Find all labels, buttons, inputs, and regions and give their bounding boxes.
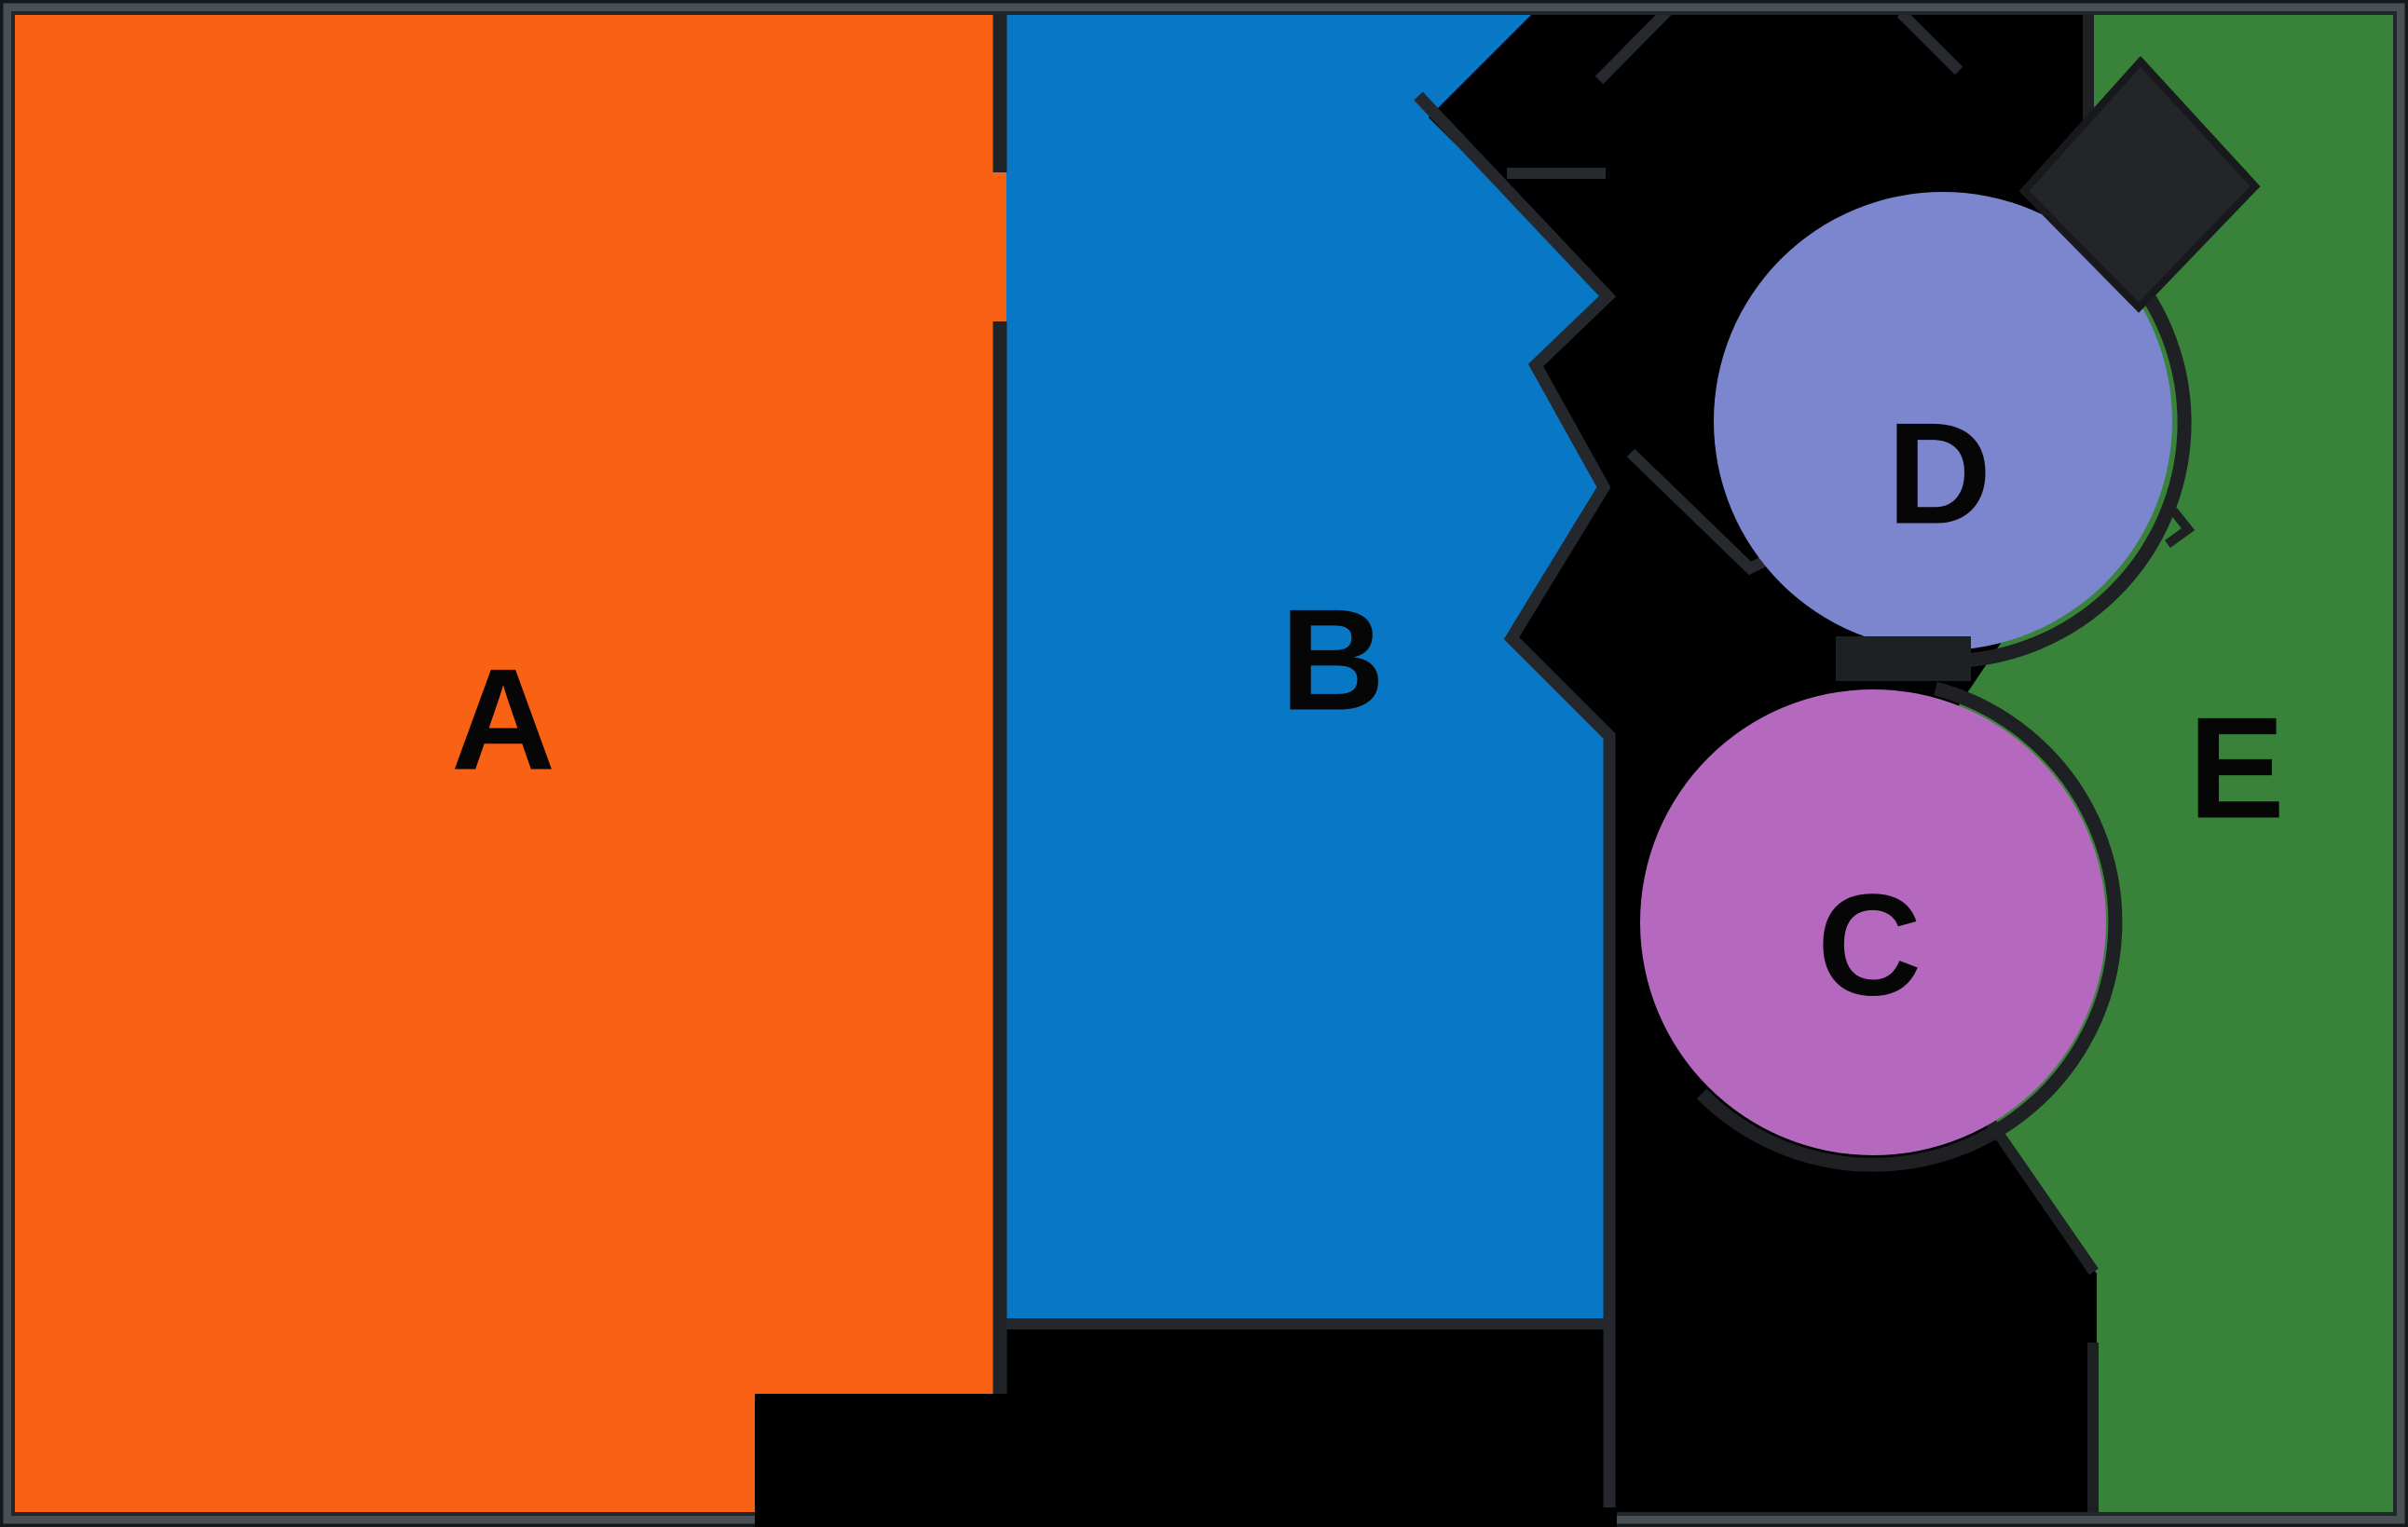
b-right-edge-outline — [1414, 91, 1617, 1517]
hidden-outline-1 — [1594, 3, 1676, 85]
label-region-d: D — [1887, 393, 1991, 554]
c-outline-arc — [1696, 681, 2123, 1172]
label-region-b: B — [1280, 579, 1385, 741]
frame-bottom-occluder — [755, 1507, 1617, 1527]
label-region-e: E — [2188, 688, 2284, 849]
label-region-a: A — [451, 639, 555, 800]
region-a[interactable] — [11, 0, 1006, 1527]
region-c[interactable] — [1640, 689, 2106, 1155]
region-b[interactable] — [1006, 0, 1609, 1318]
d-notch-1 — [2165, 507, 2196, 549]
regions-layer — [11, 0, 2408, 1527]
region-e[interactable] — [1943, 0, 2408, 1527]
region-d[interactable] — [1714, 192, 2172, 650]
tangency-tab — [1836, 636, 1971, 681]
labels-layer: A B C D E — [451, 393, 2285, 1026]
overlay-layer — [2018, 56, 2261, 313]
diamond — [2018, 56, 2261, 313]
circles-layer — [1640, 192, 2192, 1172]
hidden-outline-3 — [1896, 8, 1963, 75]
label-region-c: C — [1817, 865, 1922, 1026]
